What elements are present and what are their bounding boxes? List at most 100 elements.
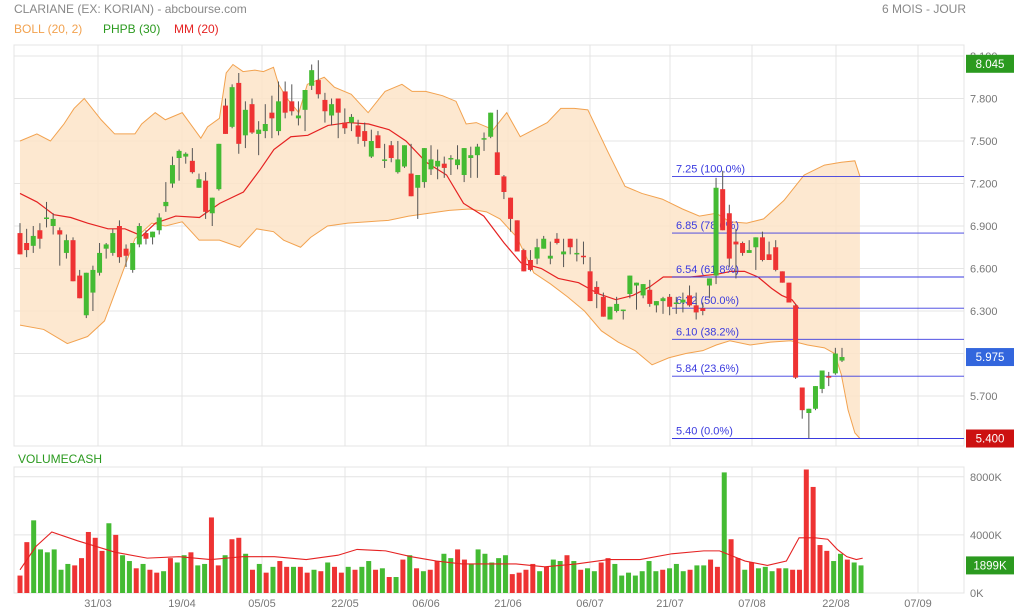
volume-bar bbox=[38, 549, 44, 593]
candle-body bbox=[329, 104, 335, 116]
candle-body bbox=[441, 163, 447, 168]
candle-body bbox=[150, 231, 156, 238]
volume-bar bbox=[557, 561, 563, 593]
price-tick-label: 7.500 bbox=[970, 136, 998, 148]
candle-body bbox=[806, 408, 812, 414]
candle-body bbox=[408, 173, 414, 197]
volume-ma-line bbox=[19, 531, 863, 571]
candle-body bbox=[169, 165, 175, 184]
ma-line bbox=[19, 121, 800, 309]
date-tick-label: 22/05 bbox=[331, 598, 359, 610]
volume-bar bbox=[113, 534, 119, 593]
volume-bar bbox=[338, 572, 344, 593]
last-value-text: 5.400 bbox=[976, 434, 1005, 446]
volume-bar bbox=[154, 572, 160, 593]
candle-body bbox=[63, 240, 69, 253]
volume-bar bbox=[482, 553, 488, 593]
volume-bar bbox=[420, 571, 426, 593]
candle-body bbox=[249, 104, 255, 133]
volume-bar bbox=[167, 558, 173, 593]
volume-tick-label: 8000K bbox=[970, 472, 1002, 484]
volume-bar bbox=[174, 562, 180, 593]
volume-bar bbox=[687, 569, 693, 593]
candle-body bbox=[110, 233, 116, 253]
volume-bar bbox=[222, 555, 228, 593]
volume-bar bbox=[352, 569, 358, 593]
volume-bar bbox=[359, 566, 365, 593]
volume-bar bbox=[92, 537, 98, 593]
volume-bar bbox=[297, 566, 303, 593]
moving-average bbox=[19, 121, 800, 309]
candle-body bbox=[276, 101, 282, 132]
volume-bar bbox=[523, 569, 529, 593]
volume-bar bbox=[509, 574, 515, 593]
candle-body bbox=[799, 387, 805, 411]
candle-body bbox=[693, 305, 699, 313]
candle-body bbox=[30, 235, 36, 246]
candle-body bbox=[183, 153, 189, 157]
volume-bar bbox=[51, 549, 57, 593]
candle-body bbox=[839, 357, 845, 361]
volume-bar bbox=[441, 553, 447, 593]
volume-bar bbox=[229, 539, 235, 593]
candle-body bbox=[17, 233, 23, 255]
volume-bar bbox=[133, 568, 139, 593]
volume-bar bbox=[106, 523, 112, 593]
candle-body bbox=[653, 301, 659, 306]
candle-body bbox=[832, 353, 838, 374]
candle-body bbox=[289, 101, 295, 112]
volume-bar bbox=[714, 566, 720, 593]
date-tick-label: 21/07 bbox=[656, 598, 684, 610]
price-tick-label: 5.700 bbox=[970, 391, 998, 403]
candle-body bbox=[640, 284, 646, 296]
last-value-labels: 8.045 5.975 5.400 1899K bbox=[966, 54, 1014, 575]
volume-bar bbox=[332, 566, 338, 593]
candle-body bbox=[547, 255, 553, 259]
volume-bar bbox=[680, 571, 686, 593]
date-tick-label: 05/05 bbox=[248, 598, 276, 610]
volume-bar bbox=[537, 571, 543, 593]
volume-last-text: 1899K bbox=[973, 560, 1007, 572]
volume-bars bbox=[17, 469, 864, 593]
candle-body bbox=[733, 241, 739, 245]
candle-body bbox=[766, 254, 772, 261]
date-tick-label: 21/06 bbox=[494, 598, 522, 610]
fib-label: 5.84 (23.6%) bbox=[676, 363, 739, 375]
date-tick-label: 07/09 bbox=[904, 598, 932, 610]
volume-bar bbox=[448, 558, 454, 593]
volume-bar bbox=[605, 558, 611, 593]
candlesticks bbox=[17, 60, 845, 439]
volume-bar bbox=[803, 469, 809, 593]
candle-body bbox=[435, 160, 441, 167]
candle-body bbox=[746, 250, 752, 253]
fib-label: 6.32 (50.0%) bbox=[676, 295, 739, 307]
volume-bar bbox=[147, 569, 153, 593]
volume-tick-label: 0K bbox=[970, 588, 984, 600]
volume-bar bbox=[571, 561, 577, 593]
candle-body bbox=[130, 243, 136, 270]
volume-bar bbox=[85, 531, 91, 593]
bollinger-fill bbox=[20, 64, 860, 439]
candle-body bbox=[461, 148, 467, 176]
volume-bar bbox=[844, 559, 850, 593]
candle-body bbox=[534, 247, 540, 259]
volume-bar bbox=[530, 563, 536, 593]
candle-body bbox=[594, 286, 600, 295]
fib-label: 6.54 (61.8%) bbox=[676, 264, 739, 276]
volume-bar bbox=[126, 561, 132, 593]
legend-bollinger: BOLL (20, 2) bbox=[14, 22, 83, 36]
date-tick-label: 19/04 bbox=[168, 598, 196, 610]
volume-bar bbox=[475, 549, 481, 593]
bollinger-upper-line bbox=[19, 63, 861, 224]
volume-bar bbox=[550, 559, 556, 593]
volume-bar bbox=[290, 566, 296, 593]
candle-body bbox=[634, 282, 639, 286]
candle-body bbox=[70, 240, 76, 282]
volume-bar bbox=[461, 559, 467, 593]
candle-body bbox=[44, 217, 50, 220]
period-label: 6 MOIS - JOUR bbox=[881, 2, 966, 16]
candle-body bbox=[382, 159, 388, 161]
candle-body bbox=[302, 90, 308, 110]
candle-body bbox=[97, 252, 103, 273]
